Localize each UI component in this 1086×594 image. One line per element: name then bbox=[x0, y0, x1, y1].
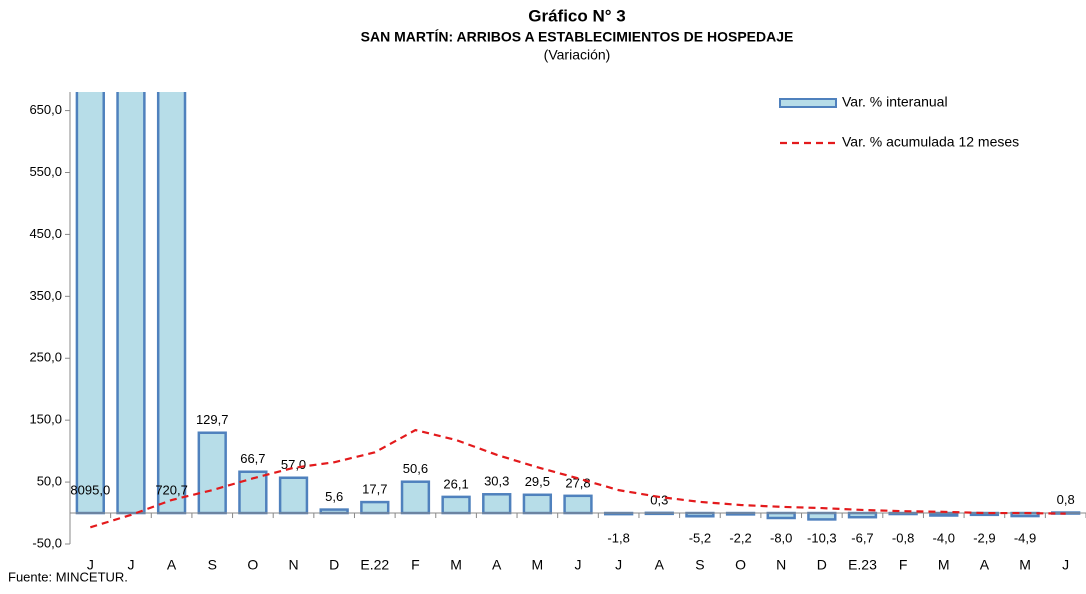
value-label: 26,1 bbox=[443, 476, 468, 491]
y-tick-label: 550,0 bbox=[29, 164, 62, 179]
y-tick-label: 150,0 bbox=[29, 412, 62, 427]
value-label: -4,9 bbox=[1014, 530, 1036, 545]
y-tick-label: 450,0 bbox=[29, 226, 62, 241]
value-label: -8,0 bbox=[770, 530, 792, 545]
bar bbox=[400, 480, 431, 515]
x-tick-label: F bbox=[411, 557, 420, 573]
bar bbox=[116, 92, 146, 515]
value-label: 66,7 bbox=[240, 451, 265, 466]
bar bbox=[847, 511, 878, 519]
y-tick-label: 350,0 bbox=[29, 288, 62, 303]
x-tick-label: N bbox=[776, 557, 786, 573]
value-label: 29,5 bbox=[525, 474, 550, 489]
x-tick-label: S bbox=[695, 557, 704, 573]
value-label: 720,7 bbox=[155, 482, 188, 497]
bar bbox=[75, 92, 105, 515]
x-tick-label: A bbox=[167, 557, 177, 573]
x-tick-label: N bbox=[288, 557, 298, 573]
value-label: -2,9 bbox=[973, 530, 995, 545]
x-tick-label: A bbox=[980, 557, 990, 573]
x-tick-label: M bbox=[532, 557, 544, 573]
bar bbox=[278, 476, 309, 515]
bar bbox=[563, 494, 593, 515]
value-label: 17,7 bbox=[362, 482, 387, 497]
bar bbox=[441, 495, 471, 515]
line bbox=[89, 428, 1066, 529]
value-label: 57,0 bbox=[281, 457, 306, 472]
value-label: -0,8 bbox=[892, 530, 914, 545]
x-tick-label: A bbox=[655, 557, 665, 573]
chart-title: Gráfico N° 3 bbox=[528, 6, 626, 25]
x-tick-label: E.22 bbox=[360, 557, 389, 573]
x-tick-label: J bbox=[1062, 557, 1069, 573]
x-tick-label: S bbox=[208, 557, 217, 573]
x-tick-label: A bbox=[492, 557, 502, 573]
x-tick-label: J bbox=[127, 557, 134, 573]
x-tick-label: J bbox=[575, 557, 582, 573]
value-label: 0,3 bbox=[650, 492, 668, 507]
y-tick-label: 250,0 bbox=[29, 350, 62, 365]
x-tick-label: O bbox=[247, 557, 258, 573]
bar bbox=[197, 431, 227, 515]
value-label: 5,6 bbox=[325, 489, 343, 504]
x-tick-label: M bbox=[938, 557, 950, 573]
plot-area bbox=[75, 92, 1081, 521]
x-tick-label: E.23 bbox=[848, 557, 877, 573]
y-tick-label: 50,0 bbox=[37, 474, 62, 489]
value-label: -1,8 bbox=[607, 530, 629, 545]
value-label: 27,8 bbox=[565, 475, 590, 490]
x-tick-label: M bbox=[450, 557, 462, 573]
value-label: 50,6 bbox=[403, 461, 428, 476]
x-tick-label: J bbox=[615, 557, 622, 573]
y-tick-label: 650,0 bbox=[29, 102, 62, 117]
chart-subtitle: (Variación) bbox=[544, 47, 611, 63]
value-label: -2,2 bbox=[729, 530, 751, 545]
bar bbox=[807, 511, 837, 521]
bar bbox=[766, 511, 796, 520]
value-label: 30,3 bbox=[484, 474, 509, 489]
bar bbox=[482, 493, 512, 515]
value-label: 0,8 bbox=[1057, 492, 1075, 507]
value-label: -6,7 bbox=[851, 530, 873, 545]
bar bbox=[360, 500, 390, 515]
legend-swatch bbox=[779, 98, 837, 108]
value-label: -5,2 bbox=[689, 530, 711, 545]
x-tick-label: J bbox=[87, 557, 94, 573]
bar bbox=[522, 493, 553, 515]
value-label: 129,7 bbox=[196, 412, 229, 427]
value-label: 8095,0 bbox=[70, 482, 110, 497]
value-label: -10,3 bbox=[807, 530, 837, 545]
legend-label: Var. % interanual bbox=[842, 94, 948, 110]
y-tick-label: -50,0 bbox=[32, 535, 62, 550]
chart-subtitle: SAN MARTÍN: ARRIBOS A ESTABLECIMIENTOS D… bbox=[361, 29, 794, 45]
legend-label: Var. % acumulada 12 meses bbox=[842, 134, 1019, 150]
value-label: -4,0 bbox=[933, 530, 955, 545]
source: Fuente: MINCETUR. bbox=[8, 569, 128, 584]
x-tick-label: D bbox=[329, 557, 339, 573]
x-tick-label: D bbox=[817, 557, 827, 573]
x-tick-label: F bbox=[899, 557, 908, 573]
bar bbox=[319, 508, 349, 515]
bar bbox=[156, 92, 187, 515]
x-tick-label: O bbox=[735, 557, 746, 573]
x-tick-label: M bbox=[1019, 557, 1031, 573]
